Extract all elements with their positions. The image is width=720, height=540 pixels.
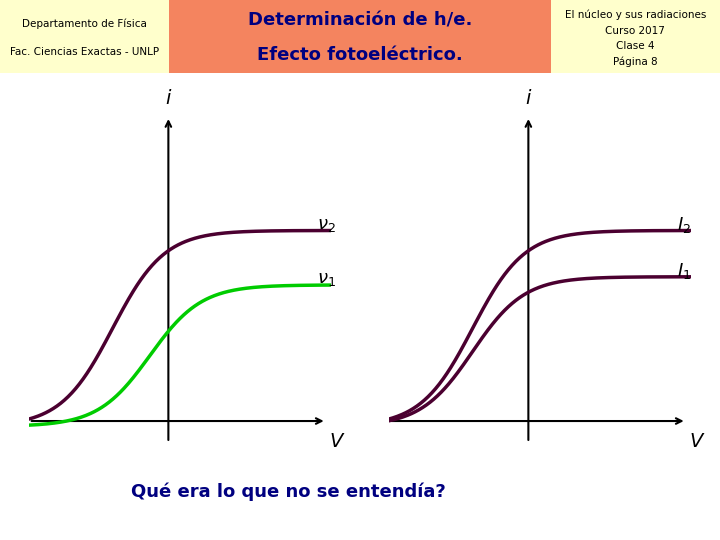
Text: Departamento de Física: Departamento de Física: [22, 18, 147, 29]
Text: $\mathit{i}$: $\mathit{i}$: [165, 89, 172, 108]
Text: Curso 2017: Curso 2017: [606, 25, 665, 36]
Text: $\mathit{V}$: $\mathit{V}$: [329, 432, 346, 451]
Text: Página 8: Página 8: [613, 57, 657, 67]
Text: $\mathit{i}$: $\mathit{i}$: [525, 89, 532, 108]
Text: $\mathit{V}$: $\mathit{V}$: [689, 432, 706, 451]
Text: $I_1$: $I_1$: [678, 261, 691, 281]
Text: Fac. Ciencias Exactas - UNLP: Fac. Ciencias Exactas - UNLP: [10, 48, 159, 57]
Text: Qué era lo que no se entendía?: Qué era lo que no se entendía?: [130, 482, 446, 501]
Text: El núcleo y sus radiaciones: El núcleo y sus radiaciones: [564, 9, 706, 20]
Text: Efecto fotoeléctrico.: Efecto fotoeléctrico.: [257, 46, 463, 64]
Text: Determinación de h/e.: Determinación de h/e.: [248, 11, 472, 29]
Text: $\nu_2$: $\nu_2$: [318, 216, 336, 234]
Text: $\nu_1$: $\nu_1$: [318, 271, 336, 288]
Text: $I_2$: $I_2$: [678, 215, 691, 235]
Text: Clase 4: Clase 4: [616, 41, 654, 51]
